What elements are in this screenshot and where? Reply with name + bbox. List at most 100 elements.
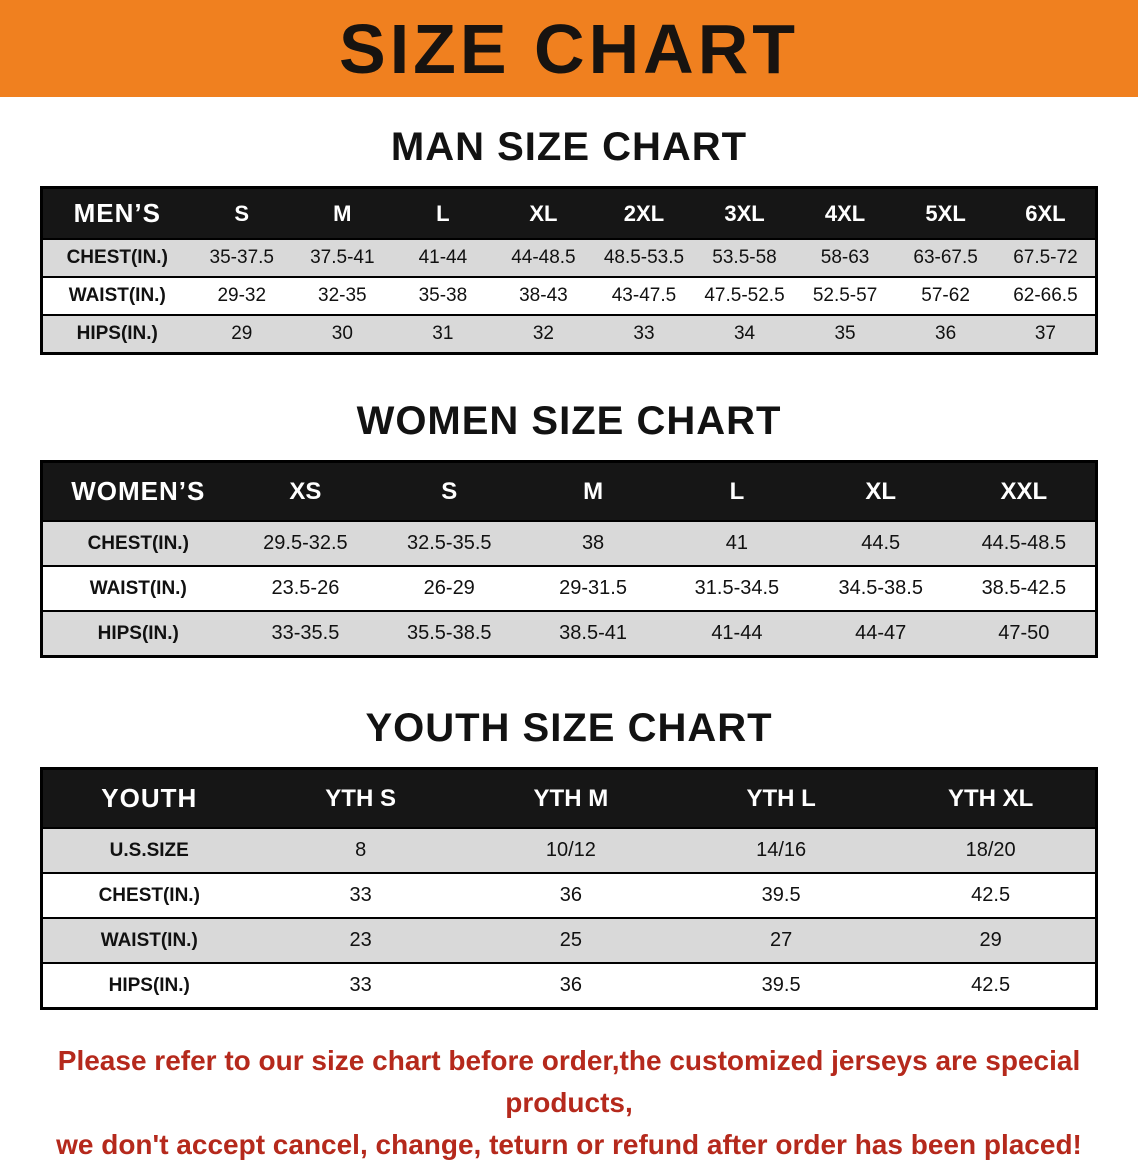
size-value: 33 — [633, 323, 655, 344]
size-column-header: YTH XL — [886, 768, 1097, 828]
size-column-header: XS — [233, 461, 378, 521]
size-value: 29.5-32.5 — [263, 532, 348, 554]
size-value: 38.5-42.5 — [981, 577, 1067, 599]
row-label: CHEST(IN.) — [87, 532, 189, 554]
size-value: 42.5 — [971, 974, 1011, 996]
size-value: 37.5-41 — [310, 247, 375, 268]
size-column-header: XL — [808, 461, 953, 521]
footer-note: Please refer to our size chart before or… — [0, 1040, 1138, 1166]
women-size-table: WOMEN’S XS S M L XL XXL CHEST(IN.) 29.5-32.5 32.5… — [40, 460, 1098, 658]
table-row: CHEST(IN.) 29.5-32.5 32.5-35.5 38 41 44.5 44.5… — [41, 521, 1097, 566]
row-label: HIPS(IN.) — [108, 974, 190, 996]
size-column-header: XXL — [952, 461, 1097, 521]
size-value: 29-31.5 — [559, 577, 627, 599]
table-row: WAIST(IN.) 29-32 32-35 35-38 38-43 43-47.5 47.… — [41, 277, 1097, 315]
size-value: 8 — [355, 839, 367, 861]
men-section-heading: MAN SIZE CHART — [390, 125, 748, 169]
table-row: HIPS(IN.) 33-35.5 35.5-38.5 38.5-41 41-44 44-… — [41, 611, 1097, 657]
table-header-row: MEN’S S M L XL 2XL 3XL 4XL 5XL 6XL — [41, 187, 1097, 239]
women-size-section: WOMEN SIZE CHART WOMEN’S XS S M L XL XXL CHEST(… — [0, 399, 1138, 658]
banner: SIZE CHART — [0, 0, 1138, 97]
size-column-header: S — [377, 461, 522, 521]
row-label: CHEST(IN.) — [98, 884, 200, 906]
table-corner-label: WOMEN’S — [41, 461, 234, 521]
size-value: 67.5-72 — [1013, 247, 1078, 268]
size-value: 35-37.5 — [209, 247, 274, 268]
size-value: 29 — [979, 929, 1002, 951]
size-value: 44-47 — [855, 622, 907, 644]
table-header-row: WOMEN’S XS S M L XL XXL — [41, 461, 1097, 521]
footer-line-1: Please refer to our size chart before or… — [57, 1045, 1081, 1118]
size-value: 44.5-48.5 — [981, 532, 1067, 554]
row-label: WAIST(IN.) — [89, 577, 187, 599]
size-column-header: 2XL — [593, 187, 695, 239]
size-column-header: YTH L — [676, 768, 887, 828]
page-title: SIZE CHART — [339, 9, 799, 88]
table-row: HIPS(IN.) 29 30 31 32 33 34 35 36 37 — [41, 315, 1097, 354]
size-value: 10/12 — [545, 839, 596, 861]
size-value: 23 — [349, 929, 372, 951]
size-value: 58-63 — [820, 247, 870, 268]
size-value: 29 — [231, 323, 253, 344]
size-value: 38-43 — [519, 285, 568, 306]
size-value: 39.5 — [761, 884, 801, 906]
size-value: 33 — [349, 974, 372, 996]
size-value: 36 — [935, 323, 957, 344]
youth-size-table: YOUTH YTH S YTH M YTH L YTH XL U.S.SIZE 8 10/12… — [40, 767, 1098, 1010]
size-value: 35.5-38.5 — [406, 622, 492, 644]
youth-size-section: YOUTH SIZE CHART YOUTH YTH S YTH M YTH L YTH… — [0, 706, 1138, 1010]
women-section-heading: WOMEN SIZE CHART — [356, 399, 782, 443]
row-label: HIPS(IN.) — [97, 622, 179, 644]
size-column-header: 6XL — [995, 187, 1097, 239]
size-value: 31.5-34.5 — [694, 577, 780, 599]
size-value: 38 — [581, 532, 605, 554]
table-row: WAIST(IN.) 23 25 27 29 — [41, 918, 1097, 963]
size-value: 44.5 — [861, 532, 901, 554]
size-value: 32 — [532, 323, 554, 344]
table-row: WAIST(IN.) 23.5-26 26-29 29-31.5 31.5-34.5 34… — [41, 566, 1097, 611]
size-value: 23.5-26 — [271, 577, 340, 599]
size-value: 47-50 — [998, 622, 1050, 644]
size-value: 30 — [331, 323, 353, 344]
footer-line-2: we don't accept cancel, change, teturn o… — [56, 1129, 1082, 1160]
size-value: 18/20 — [965, 839, 1016, 861]
men-size-table: MEN’S S M L XL 2XL 3XL 4XL 5XL 6XL CHEST(IN.) 35-37… — [40, 186, 1098, 355]
youth-section-heading: YOUTH SIZE CHART — [365, 706, 773, 750]
size-column-header: L — [664, 461, 809, 521]
table-row: HIPS(IN.) 33 36 39.5 42.5 — [41, 963, 1097, 1009]
size-value: 32-35 — [318, 285, 367, 306]
size-column-header: 5XL — [895, 187, 996, 239]
size-value: 25 — [559, 929, 582, 951]
men-size-section: MAN SIZE CHART MEN’S S M L XL 2XL 3XL 4XL 5XL 6XL… — [0, 125, 1138, 355]
row-label: WAIST(IN.) — [68, 285, 166, 306]
size-value: 29-32 — [217, 285, 267, 306]
size-value: 34 — [733, 323, 756, 344]
size-value: 36 — [559, 884, 582, 906]
size-value: 26-29 — [423, 577, 475, 599]
size-value: 32.5-35.5 — [406, 532, 492, 554]
size-value: 53.5-58 — [712, 247, 777, 268]
size-value: 33-35.5 — [271, 622, 340, 644]
row-label: U.S.SIZE — [109, 839, 189, 861]
size-value: 48.5-53.5 — [603, 247, 685, 268]
size-value: 37 — [1034, 323, 1056, 344]
size-value: 41 — [725, 532, 749, 554]
table-corner-label: YOUTH — [41, 768, 256, 828]
table-corner-label: MEN’S — [41, 187, 192, 239]
size-column-header: 4XL — [794, 187, 896, 239]
row-label: WAIST(IN.) — [100, 929, 198, 951]
size-value: 36 — [559, 974, 582, 996]
size-value: 47.5-52.5 — [704, 285, 785, 306]
size-value: 44-48.5 — [511, 247, 576, 268]
size-value: 52.5-57 — [812, 285, 878, 306]
size-value: 63-67.5 — [913, 247, 978, 268]
size-value: 33 — [349, 884, 372, 906]
row-label: HIPS(IN.) — [76, 323, 158, 344]
size-value: 39.5 — [761, 974, 801, 996]
size-value: 35-38 — [418, 285, 468, 306]
size-column-header: XL — [493, 187, 594, 239]
size-column-header: YTH S — [255, 768, 466, 828]
size-value: 41-44 — [711, 622, 763, 644]
size-column-header: M — [521, 461, 665, 521]
